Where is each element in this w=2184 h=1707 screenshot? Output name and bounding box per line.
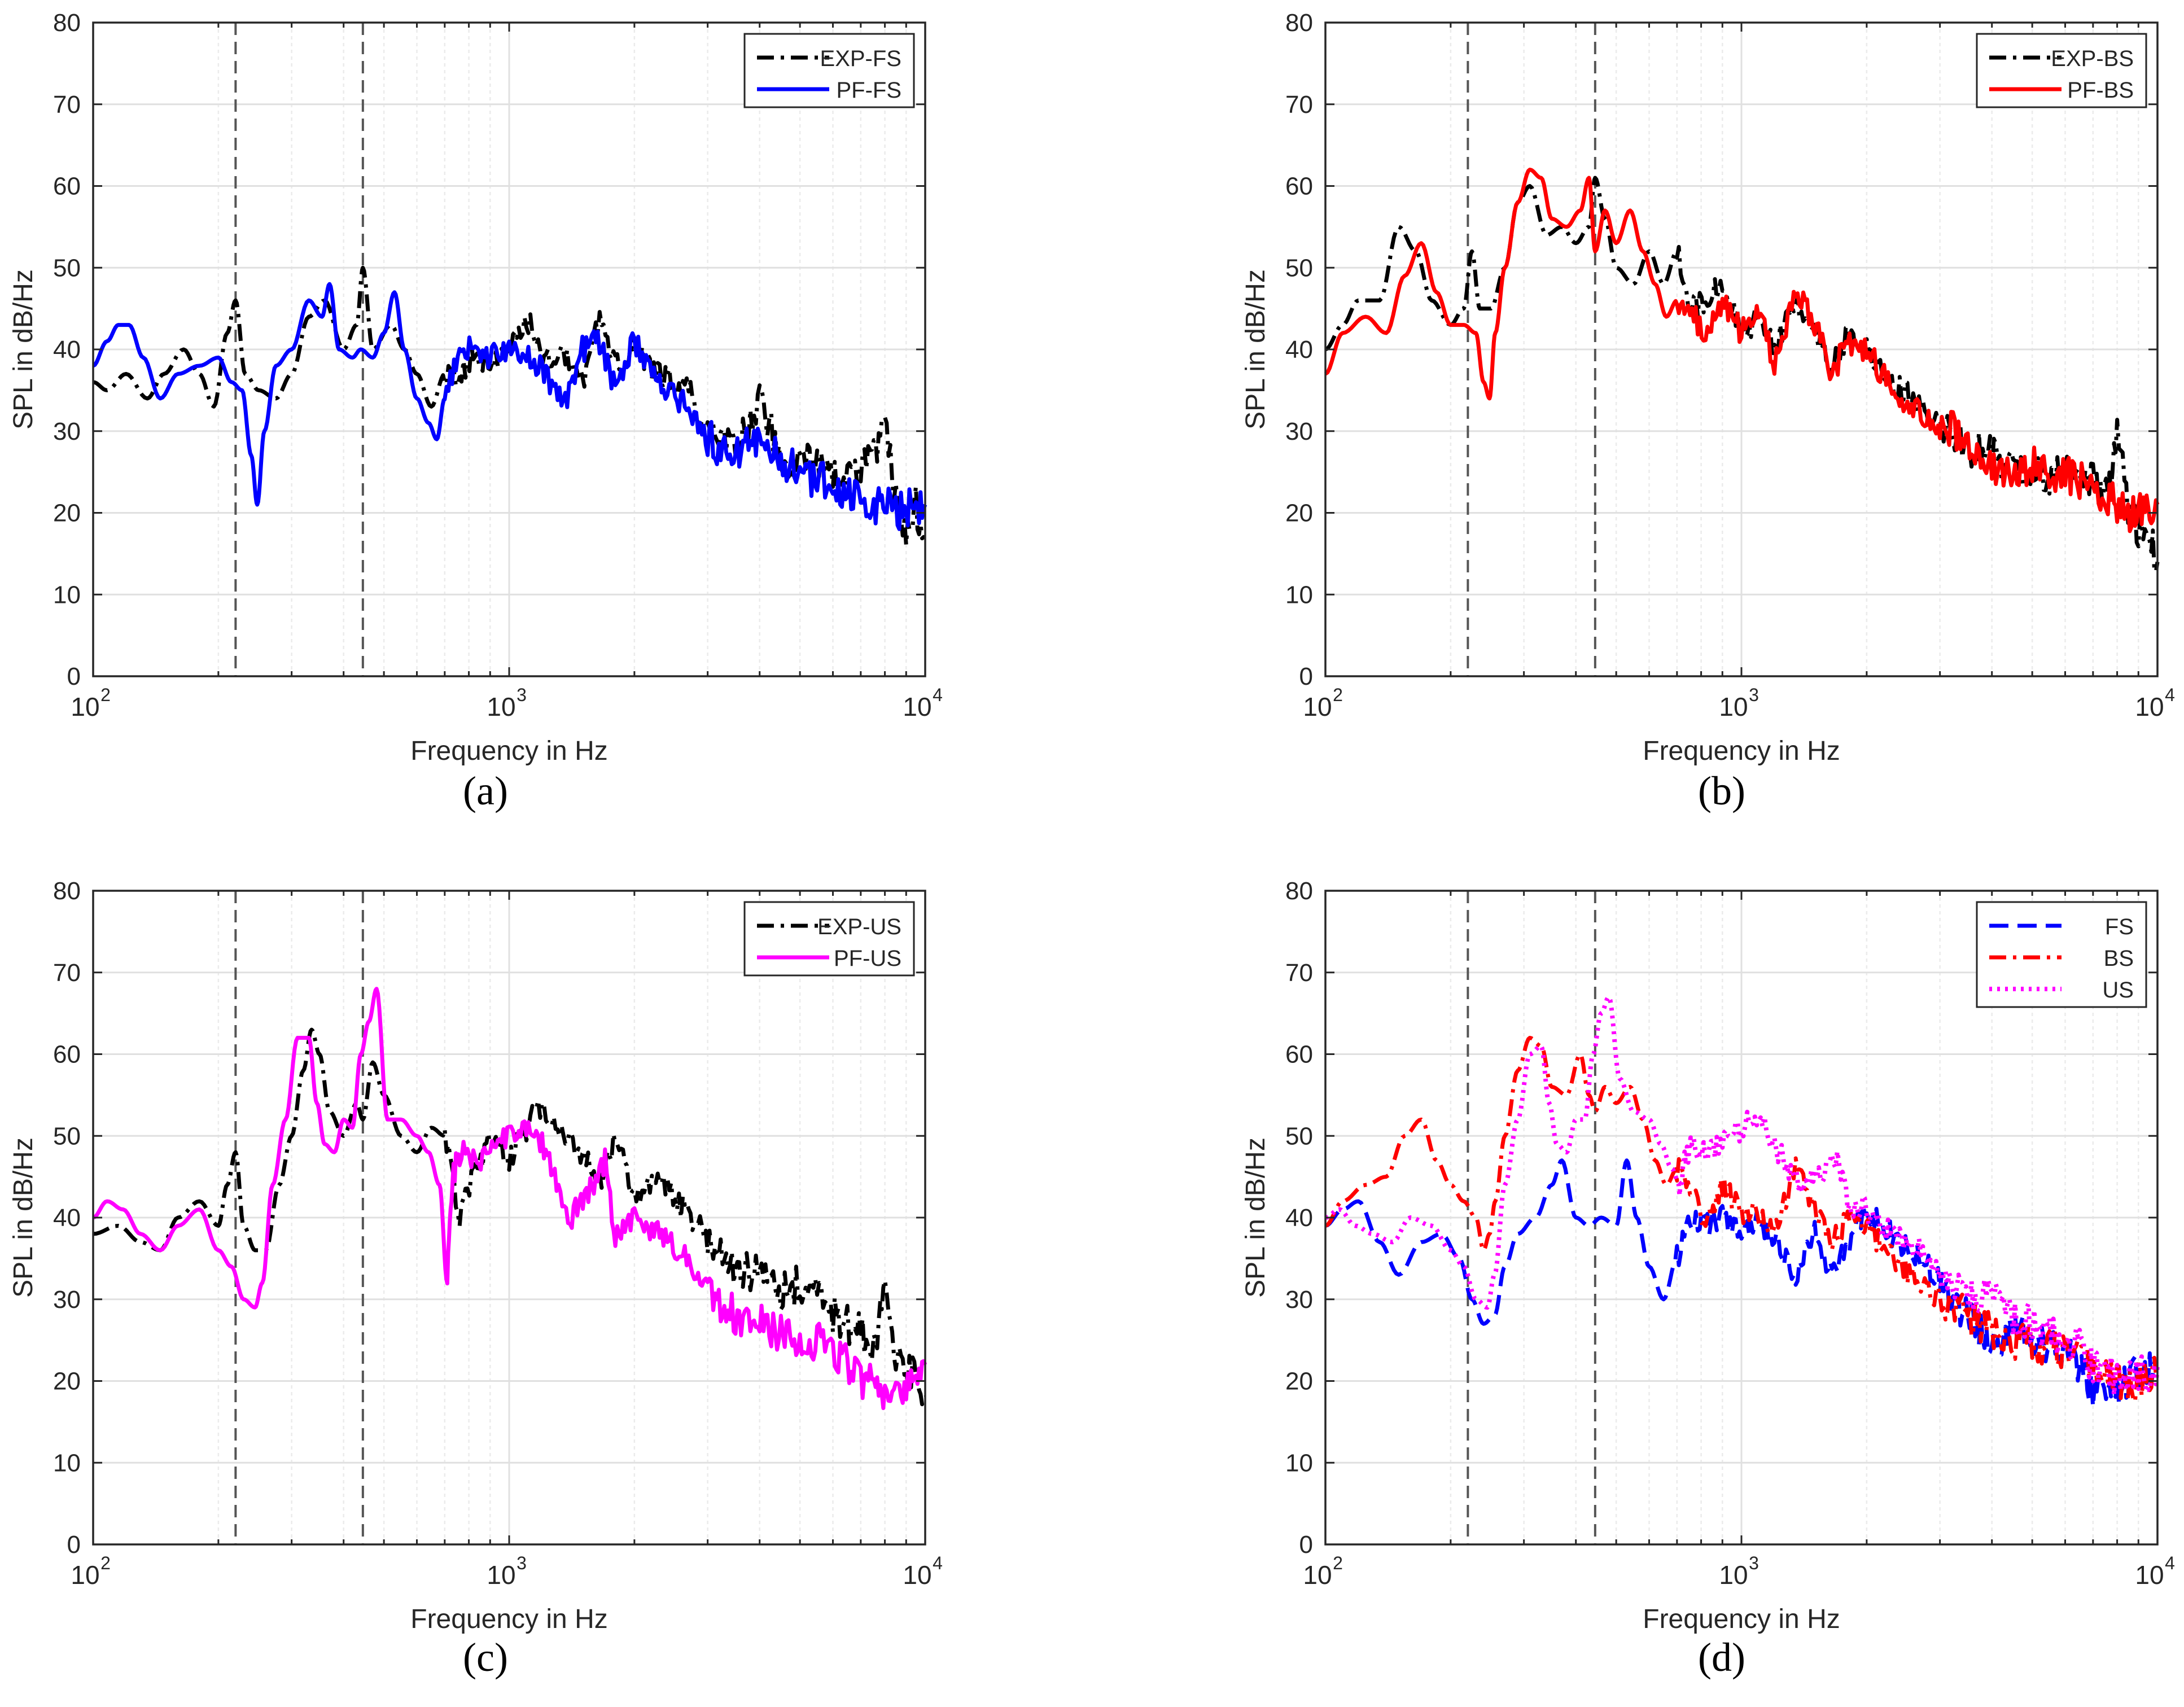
x-tick-exponent: 3 <box>517 1553 527 1573</box>
y-tick-label: 70 <box>1285 91 1313 119</box>
y-tick-label: 10 <box>53 581 81 609</box>
x-axis-label: Frequency in Hz <box>410 736 607 766</box>
y-axis-label: SPL in dB/Hz <box>1241 269 1271 430</box>
series-line-US <box>1325 995 2160 1398</box>
y-tick-label: 50 <box>1285 1122 1313 1150</box>
y-tick-label: 80 <box>1285 9 1313 37</box>
legend: FS BS US <box>1976 901 2147 1008</box>
x-tick-exponent: 3 <box>517 685 527 705</box>
y-tick-label: 0 <box>67 663 81 690</box>
x-tick-exponent: 4 <box>2165 1553 2175 1573</box>
legend-label: US <box>2102 978 2134 1003</box>
x-tick-label: 10 <box>1303 692 1332 721</box>
legend-label: EXP-US <box>817 914 901 939</box>
legend-label: EXP-BS <box>2051 46 2134 71</box>
x-tick-label: 10 <box>71 1560 99 1590</box>
y-tick-label: 10 <box>1285 1449 1313 1477</box>
x-tick-label: 10 <box>487 1560 515 1590</box>
y-axis-label: SPL in dB/Hz <box>8 269 38 430</box>
y-tick-label: 40 <box>1285 336 1313 364</box>
legend-label: BS <box>2104 946 2134 971</box>
x-tick-exponent: 2 <box>100 1553 111 1573</box>
legend-label: PF-US <box>834 946 901 971</box>
y-tick-label: 0 <box>1299 1531 1313 1559</box>
x-tick-exponent: 4 <box>2165 685 2175 705</box>
y-tick-label: 30 <box>53 418 81 445</box>
x-tick-exponent: 4 <box>933 1553 943 1573</box>
y-tick-label: 80 <box>53 877 81 905</box>
panel-caption: (b) <box>1698 768 1745 813</box>
y-tick-label: 80 <box>53 9 81 37</box>
x-tick-label: 10 <box>71 692 99 721</box>
y-tick-label: 60 <box>53 173 81 200</box>
y-tick-label: 50 <box>1285 254 1313 282</box>
y-tick-label: 20 <box>1285 500 1313 527</box>
x-tick-exponent: 3 <box>1749 1553 1759 1573</box>
series-line-PF-US <box>92 987 927 1410</box>
legend: EXP-BS PF-BS <box>1976 33 2147 108</box>
legend-label: PF-BS <box>2067 78 2134 103</box>
x-tick-exponent: 2 <box>1333 685 1343 705</box>
y-tick-label: 50 <box>53 254 81 282</box>
y-tick-label: 0 <box>67 1531 81 1559</box>
y-tick-label: 60 <box>1285 1041 1313 1069</box>
legend-box <box>1976 33 2147 108</box>
y-tick-label: 30 <box>53 1286 81 1314</box>
y-tick-label: 20 <box>1285 1368 1313 1395</box>
x-tick-label: 10 <box>487 692 515 721</box>
y-axis-label: SPL in dB/Hz <box>8 1137 38 1298</box>
panel-caption: (c) <box>463 1635 508 1680</box>
y-tick-label: 40 <box>1285 1204 1313 1232</box>
y-tick-label: 60 <box>53 1041 81 1069</box>
y-tick-label: 40 <box>53 1204 81 1232</box>
series-line-PF-FS <box>92 282 927 531</box>
x-tick-label: 10 <box>903 692 931 721</box>
y-tick-label: 70 <box>53 959 81 987</box>
y-tick-label: 10 <box>53 1449 81 1477</box>
panel-caption: (a) <box>463 768 508 813</box>
legend: EXP-FS PF-FS <box>743 33 915 108</box>
series-line-PF-BS <box>1324 168 2160 533</box>
x-tick-label: 10 <box>1303 1560 1332 1590</box>
y-tick-label: 40 <box>53 336 81 364</box>
y-tick-label: 10 <box>1285 581 1313 609</box>
y-axis-label: SPL in dB/Hz <box>1241 1137 1271 1298</box>
legend: EXP-US PF-US <box>743 901 915 977</box>
legend-box <box>743 33 915 108</box>
x-tick-label: 10 <box>1719 1560 1748 1590</box>
x-tick-label: 10 <box>2135 692 2164 721</box>
y-tick-label: 30 <box>1285 1286 1313 1314</box>
x-tick-exponent: 2 <box>1333 1553 1343 1573</box>
y-tick-label: 0 <box>1299 663 1313 690</box>
x-axis-label: Frequency in Hz <box>410 1604 607 1634</box>
y-tick-label: 20 <box>53 500 81 527</box>
legend-label: PF-FS <box>836 78 901 103</box>
y-tick-label: 60 <box>1285 173 1313 200</box>
y-tick-label: 20 <box>53 1368 81 1395</box>
x-tick-exponent: 4 <box>933 685 943 705</box>
x-tick-label: 10 <box>1719 692 1748 721</box>
x-tick-label: 10 <box>2135 1560 2164 1590</box>
y-tick-label: 30 <box>1285 418 1313 445</box>
legend-label: EXP-FS <box>820 46 901 71</box>
legend-label: FS <box>2105 914 2134 939</box>
panel-caption: (d) <box>1698 1635 1745 1680</box>
y-tick-label: 70 <box>1285 959 1313 987</box>
legend-box <box>743 901 915 977</box>
x-axis-label: Frequency in Hz <box>1643 1604 1840 1634</box>
x-tick-exponent: 2 <box>100 685 111 705</box>
y-tick-label: 70 <box>53 91 81 119</box>
series-line-EXP-US <box>93 1027 926 1407</box>
y-tick-label: 80 <box>1285 877 1313 905</box>
y-tick-label: 50 <box>53 1122 81 1150</box>
series-line-BS <box>1324 1036 2159 1404</box>
x-tick-exponent: 3 <box>1749 685 1759 705</box>
x-axis-label: Frequency in Hz <box>1643 736 1840 766</box>
x-tick-label: 10 <box>903 1560 931 1590</box>
